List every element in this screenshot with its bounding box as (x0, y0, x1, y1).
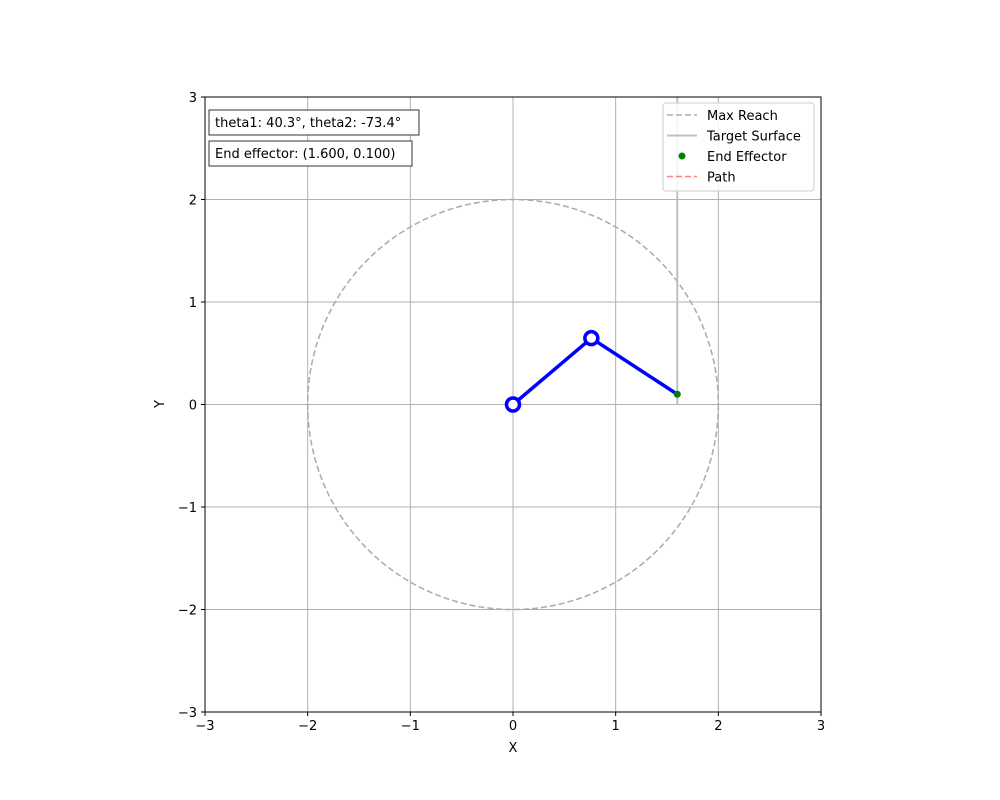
y-tick-label: −1 (178, 501, 197, 516)
legend-marker-end-effector (678, 152, 686, 160)
x-tick-label: −3 (195, 719, 214, 734)
x-tick-label: 1 (612, 719, 620, 734)
y-tick-label: −3 (178, 706, 197, 721)
elbow-joint (583, 329, 600, 347)
y-tick-label: 3 (189, 91, 197, 106)
y-tick-label: 2 (189, 194, 197, 209)
max-reach-circle (306, 198, 720, 611)
y-tick-label: −2 (178, 604, 197, 619)
legend-label: End Effector (707, 150, 787, 165)
legend: Max Reach Target Surface End Effector Path (662, 102, 815, 192)
y-axis-label: Y (153, 400, 168, 409)
x-tick-label: 0 (509, 719, 517, 734)
x-tick-label: −1 (401, 719, 420, 734)
angles-info-box: theta1: 40.3°, theta2: -73.4° (208, 109, 420, 136)
angles-text: theta1: 40.3°, theta2: -73.4° (215, 116, 401, 131)
end-effector-point (673, 390, 681, 398)
legend-label: Path (707, 171, 736, 186)
legend-label: Target Surface (706, 130, 801, 145)
axis-ticks: −3 −2 −1 0 1 2 3 −3 −2 −1 0 1 2 3 (178, 91, 825, 734)
y-tick-label: 0 (189, 399, 197, 414)
x-tick-label: 3 (817, 719, 825, 734)
legend-label: Max Reach (707, 109, 778, 124)
legend-frame (662, 102, 815, 192)
x-tick-label: 2 (714, 719, 722, 734)
base-joint (504, 396, 522, 413)
arm-links (511, 336, 679, 406)
plot-data (306, 97, 720, 611)
y-tick-label: 1 (189, 296, 197, 311)
x-axis-label: X (509, 741, 518, 756)
effector-text: End effector: (1.600, 0.100) (215, 147, 395, 162)
effector-info-box: End effector: (1.600, 0.100) (208, 140, 413, 167)
x-tick-label: −2 (298, 719, 317, 734)
